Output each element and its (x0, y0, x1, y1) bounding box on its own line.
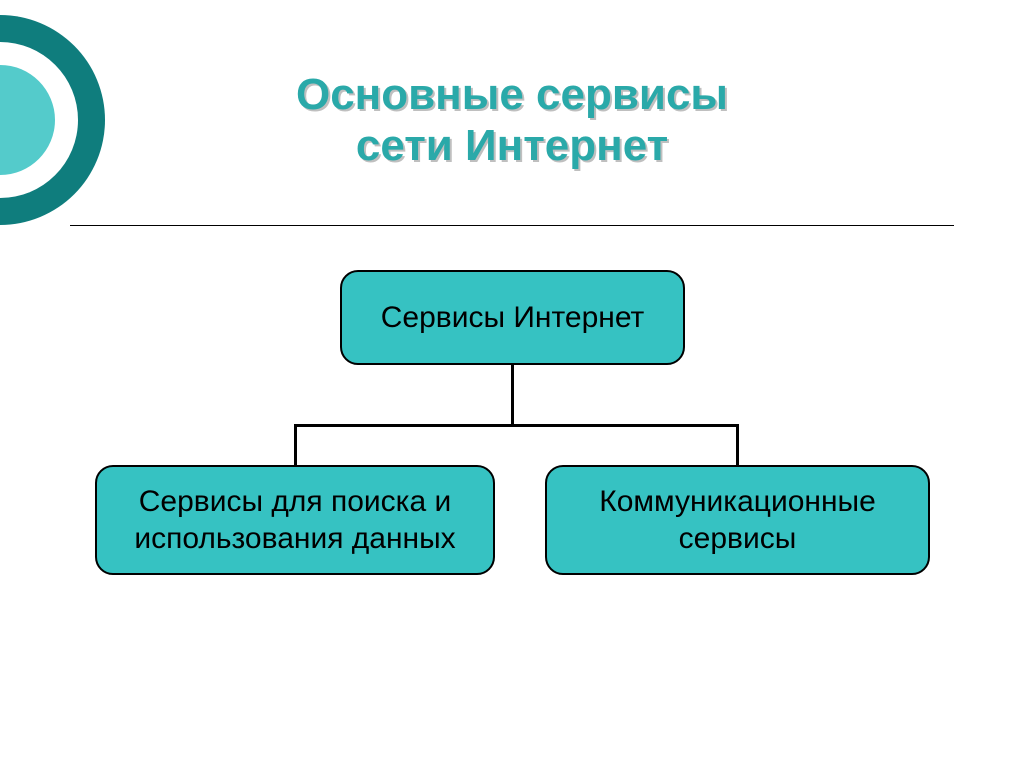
connector-bus (294, 424, 740, 427)
slide-title: Основные сервисы сети Интернет Основные … (0, 70, 1024, 171)
title-line1: Основные сервисы (296, 70, 728, 119)
connector-child-0 (294, 424, 297, 466)
title-line2: сети Интернет (356, 121, 668, 170)
node-root: Сервисы Интернет (340, 270, 685, 365)
hierarchy-diagram: Сервисы Интернет Сервисы для поиска ииспо… (0, 270, 1024, 670)
child-0-label: Сервисы для поиска ииспользования данных (134, 483, 455, 558)
root-label: Сервисы Интернет (381, 299, 645, 337)
node-child-0: Сервисы для поиска ииспользования данных (95, 465, 495, 575)
title-divider (70, 225, 954, 226)
connector-child-1 (736, 424, 739, 466)
connector-root-down (511, 365, 514, 425)
node-child-1: Коммуникационныесервисы (545, 465, 930, 575)
child-1-label: Коммуникационныесервисы (599, 483, 876, 558)
